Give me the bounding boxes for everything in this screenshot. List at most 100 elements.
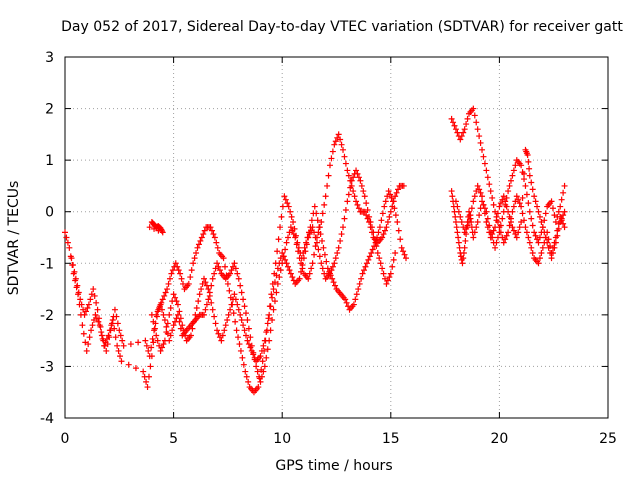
data-point bbox=[458, 133, 465, 140]
data-point bbox=[85, 341, 92, 348]
data-point bbox=[480, 201, 487, 208]
data-point bbox=[211, 270, 218, 277]
data-point bbox=[316, 253, 323, 260]
data-point bbox=[247, 334, 254, 341]
data-point bbox=[80, 330, 87, 337]
data-point bbox=[75, 289, 82, 296]
data-point bbox=[234, 301, 241, 308]
data-point bbox=[172, 260, 179, 267]
data-point bbox=[372, 239, 379, 246]
data-point bbox=[387, 208, 394, 215]
data-point bbox=[461, 244, 468, 251]
data-point bbox=[464, 115, 471, 122]
data-point bbox=[531, 229, 538, 236]
data-point bbox=[182, 332, 189, 339]
data-point bbox=[526, 239, 533, 246]
data-point bbox=[313, 239, 320, 246]
data-point bbox=[507, 177, 514, 184]
data-point bbox=[261, 363, 268, 370]
data-point bbox=[85, 301, 92, 308]
data-point bbox=[283, 260, 290, 267]
data-point bbox=[358, 275, 365, 282]
data-point bbox=[66, 244, 73, 251]
data-point bbox=[93, 299, 100, 306]
data-point bbox=[306, 231, 313, 238]
data-point bbox=[164, 286, 171, 293]
data-point bbox=[355, 286, 362, 293]
data-point bbox=[335, 244, 342, 251]
data-point bbox=[383, 280, 390, 287]
data-point bbox=[394, 219, 401, 226]
data-point bbox=[515, 196, 522, 203]
data-point bbox=[319, 265, 326, 272]
data-point bbox=[275, 236, 282, 243]
data-point bbox=[534, 203, 541, 210]
data-point bbox=[224, 280, 231, 287]
data-point bbox=[237, 282, 244, 289]
data-point bbox=[385, 188, 392, 195]
data-point bbox=[238, 289, 245, 296]
data-point bbox=[270, 306, 277, 313]
data-point bbox=[282, 196, 289, 203]
data-point bbox=[389, 198, 396, 205]
data-point bbox=[208, 299, 215, 306]
data-point bbox=[244, 337, 251, 344]
data-point bbox=[212, 320, 219, 327]
data-point bbox=[163, 323, 170, 330]
data-point bbox=[176, 308, 183, 315]
data-point bbox=[400, 182, 407, 189]
data-point bbox=[526, 165, 533, 172]
data-point bbox=[72, 275, 79, 282]
data-point bbox=[329, 263, 336, 270]
data-point bbox=[118, 358, 125, 365]
data-point bbox=[221, 327, 228, 334]
data-point bbox=[471, 229, 478, 236]
data-point bbox=[237, 347, 244, 354]
data-point bbox=[156, 303, 163, 310]
data-point bbox=[179, 322, 186, 329]
data-point bbox=[271, 279, 278, 286]
data-point bbox=[311, 251, 318, 258]
data-point bbox=[256, 375, 263, 382]
data-point bbox=[114, 342, 121, 349]
data-point bbox=[64, 239, 71, 246]
data-point bbox=[452, 219, 459, 226]
data-point bbox=[214, 327, 221, 334]
data-point bbox=[294, 239, 301, 246]
data-point bbox=[160, 311, 167, 318]
data-point bbox=[369, 246, 376, 253]
data-point bbox=[529, 249, 536, 256]
data-point bbox=[383, 224, 390, 231]
data-point bbox=[278, 213, 285, 220]
data-point bbox=[308, 265, 315, 272]
data-point bbox=[321, 201, 328, 208]
data-point bbox=[166, 275, 173, 282]
data-point bbox=[529, 222, 536, 229]
data-point bbox=[518, 219, 525, 226]
data-point bbox=[493, 239, 500, 246]
data-point bbox=[195, 298, 202, 305]
data-point bbox=[233, 327, 240, 334]
data-point bbox=[549, 205, 556, 212]
data-point bbox=[248, 347, 255, 354]
data-point bbox=[531, 193, 538, 200]
data-point bbox=[524, 151, 531, 158]
data-point bbox=[561, 208, 568, 215]
x-tick-label: 5 bbox=[169, 431, 178, 447]
data-point bbox=[354, 170, 361, 177]
data-point bbox=[109, 317, 116, 324]
data-point bbox=[109, 320, 116, 327]
data-point bbox=[287, 270, 294, 277]
data-point bbox=[245, 341, 252, 348]
data-point bbox=[228, 267, 235, 274]
data-point bbox=[483, 219, 490, 226]
data-point bbox=[476, 186, 483, 193]
data-point bbox=[560, 189, 567, 196]
data-point bbox=[195, 241, 202, 248]
data-point bbox=[381, 203, 388, 210]
data-point bbox=[250, 351, 257, 358]
data-point bbox=[63, 234, 70, 241]
data-point bbox=[300, 255, 307, 262]
y-tick-label: -2 bbox=[40, 308, 54, 324]
data-point bbox=[356, 280, 363, 287]
